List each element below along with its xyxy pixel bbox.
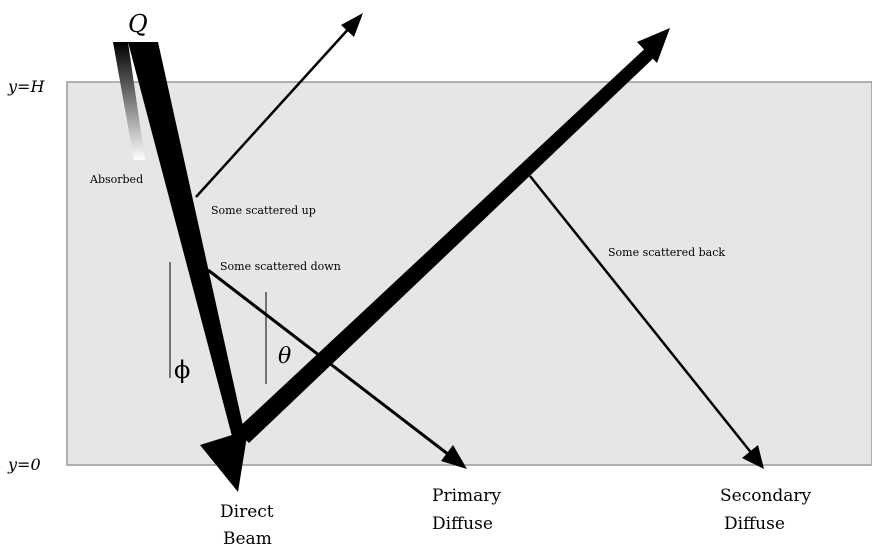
primary-diffuse-label-line1: Primary [432, 486, 501, 506]
scattered-down-label: Some scattered down [220, 260, 341, 273]
secondary-diffuse-label-line1: Secondary [720, 486, 812, 506]
direct-beam-arrowhead [200, 430, 248, 492]
scattered-up-label: Some scattered up [211, 204, 316, 217]
secondary-diffuse-ray [529, 175, 754, 456]
secondary-diffuse-label-line2: Diffuse [724, 514, 785, 534]
angle-theta-label: θ [278, 344, 291, 369]
scattered-up-arrowhead [341, 13, 363, 37]
direct-beam-label-line1: Direct [220, 502, 274, 522]
top-boundary-label: y=H [7, 77, 45, 96]
primary-diffuse-label-line2: Diffuse [432, 514, 493, 534]
direct-beam [128, 42, 245, 440]
absorbed-label: Absorbed [89, 173, 143, 186]
secondary-diffuse-arrowhead [742, 445, 764, 469]
angle-phi-label: ϕ [174, 356, 190, 384]
reflected-beam [236, 42, 661, 443]
medium-layer [66, 81, 872, 466]
scattered-back-label: Some scattered back [608, 246, 725, 259]
absorbed-strip [113, 42, 145, 160]
reflected-beam-arrowhead [637, 28, 670, 63]
source-label-q: Q [128, 10, 148, 38]
bottom-boundary-label: y=0 [7, 455, 41, 474]
direct-beam-label-line2: Beam [223, 529, 272, 549]
scattered-up-ray [195, 24, 353, 198]
primary-diffuse-arrowhead [441, 445, 467, 469]
